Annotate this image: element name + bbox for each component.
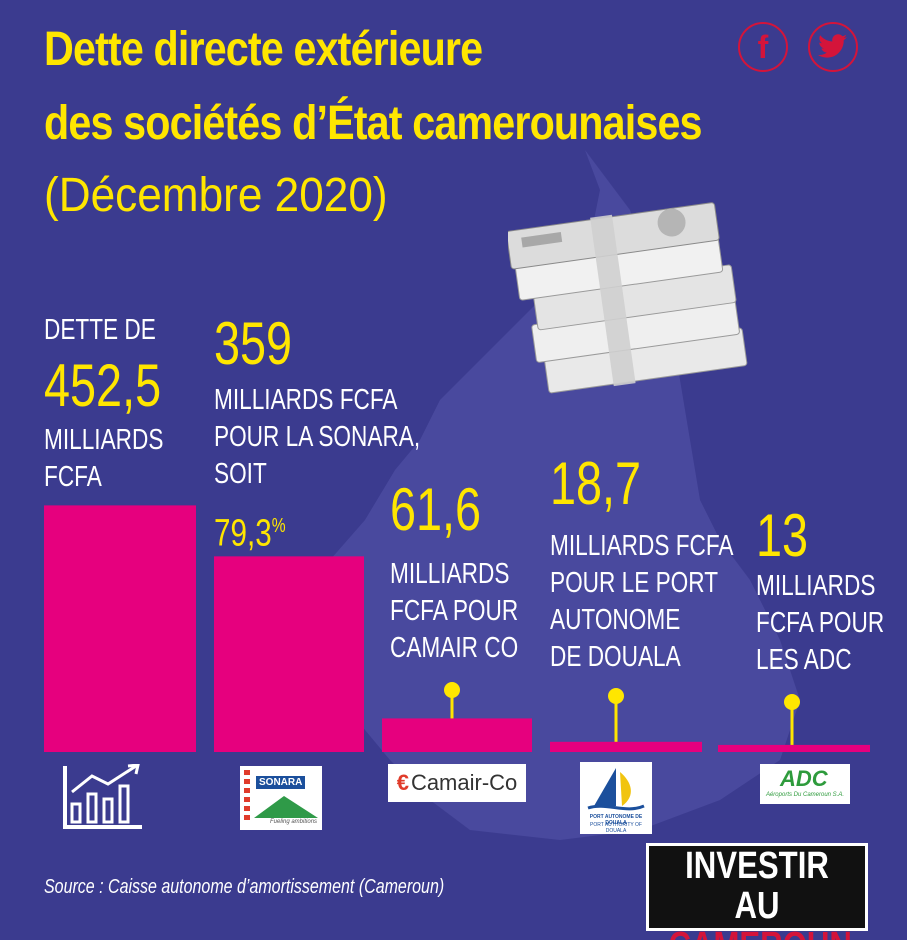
percent-sign: % — [271, 515, 286, 537]
sonara-chimney — [244, 770, 250, 824]
label-total-unit: FCFA — [44, 461, 102, 493]
bar-2 — [382, 718, 532, 752]
value-total: 452,5 — [44, 352, 162, 419]
label-camair: MILLIARDS — [390, 558, 510, 590]
source-note: Source : Caisse autonome d’amortissement… — [44, 876, 445, 898]
bar-4 — [718, 744, 870, 752]
sonara-mountain-icon — [254, 796, 318, 818]
pin-dot-2 — [444, 682, 460, 698]
label-adc: MILLIARDS — [756, 570, 876, 602]
port-sub: PORT AUTHORITY OF DOUALA — [590, 822, 642, 834]
adc-name: ADC — [780, 766, 828, 791]
label-sonara: MILLIARDS FCFA — [214, 384, 398, 416]
title-date: (Décembre 2020) — [44, 169, 388, 222]
camair-co-name: Camair-Co — [410, 770, 518, 795]
label-port: POUR LE PORT — [550, 567, 719, 599]
sonara-name: SONARA — [256, 776, 306, 789]
value-adc: 13 — [756, 502, 809, 569]
twitter-icon[interactable] — [808, 22, 858, 72]
twitter-bird-icon — [818, 34, 847, 58]
value-port: 18,7 — [550, 450, 642, 517]
pin-dot-4 — [784, 694, 800, 710]
bar-3 — [550, 741, 702, 752]
pin-dot-3 — [608, 688, 624, 704]
label-adc: FCFA POUR — [756, 607, 885, 639]
adc-sub: Aéroports Du Cameroun S.A. — [765, 792, 845, 798]
camair-swirl-icon: € — [396, 770, 409, 795]
label-port: MILLIARDS FCFA — [550, 530, 734, 562]
label-camair: FCFA POUR — [390, 595, 519, 627]
title-line-2: des sociétés d’État camerounaises — [44, 97, 703, 150]
value-camair: 61,6 — [390, 476, 482, 543]
label-sonara: SOIT — [214, 458, 267, 490]
facebook-icon[interactable]: f — [738, 22, 788, 72]
sonara-tagline: Fueling ambitions — [270, 819, 318, 825]
label-sonara: POUR LA SONARA, — [214, 421, 421, 453]
label-total-unit: MILLIARDS — [44, 424, 164, 456]
sailboat-icon — [587, 768, 645, 811]
title-line-1: Dette directe extérieure — [44, 23, 483, 76]
brand-line-2: CAMEROUN — [668, 926, 852, 940]
bar-0 — [44, 505, 196, 752]
label-port: AUTONOME — [550, 604, 681, 636]
value-sonara: 359 — [214, 310, 293, 377]
label-port: DE DOUALA — [550, 641, 681, 673]
label-total-prefix: DETTE DE — [44, 314, 156, 346]
label-camair: CAMAIR CO — [390, 632, 519, 664]
label-adc: LES ADC — [756, 644, 852, 676]
growth-chart-icon — [63, 764, 142, 829]
port-autonome-douala-logo: PORT AUTONOME DE DOUALA PORT AUTHORITY O… — [580, 762, 652, 834]
percent-sonara: 79,3% — [214, 506, 286, 554]
camair-co-logo: € Camair-Co — [388, 764, 526, 802]
investir-au-cameroun-logo: INVESTIR AU CAMEROUN — [646, 843, 868, 940]
percent-value: 79,3 — [214, 512, 272, 555]
brand-line-1: INVESTIR AU — [685, 845, 829, 927]
port-name: PORT AUTONOME DE DOUALA — [589, 814, 643, 826]
adc-logo: ADC Aéroports Du Cameroun S.A. — [760, 764, 850, 804]
banknote-stack-icon — [508, 202, 748, 394]
bar-1 — [214, 556, 364, 752]
sonara-logo: SONARA Fueling ambitions — [240, 766, 322, 830]
